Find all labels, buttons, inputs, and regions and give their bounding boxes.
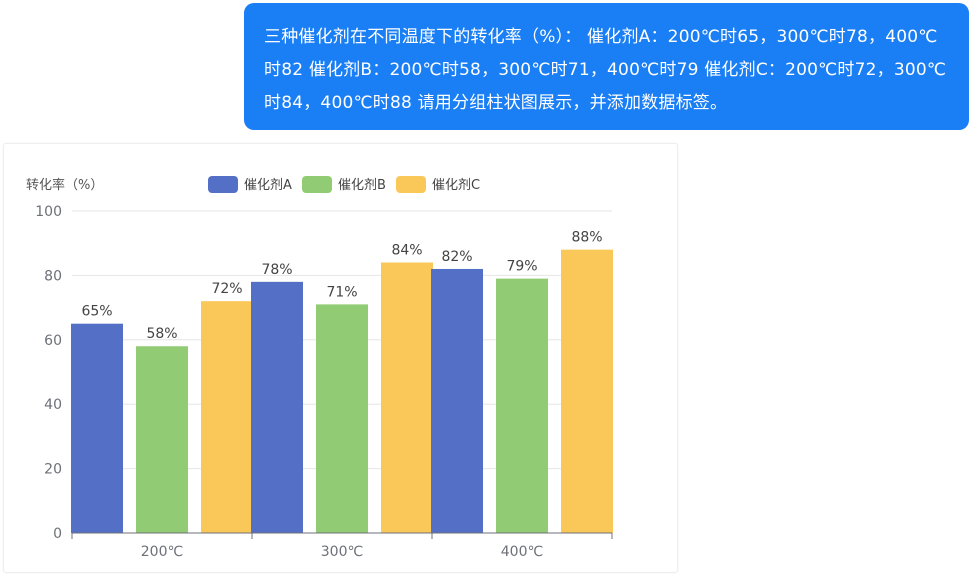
legend-label: 催化剂B <box>338 178 386 193</box>
y-tick-label: 80 <box>44 268 62 284</box>
data-label: 65% <box>81 304 112 320</box>
bar <box>136 346 188 533</box>
bar <box>201 301 253 533</box>
legend-label: 催化剂C <box>432 178 480 193</box>
x-tick-label: 200℃ <box>141 544 183 560</box>
y-tick-label: 20 <box>44 462 62 478</box>
user-message-bubble: 三种催化剂在不同温度下的转化率（%）： 催化剂A：200℃时65，300℃时78… <box>244 3 969 130</box>
grouped-bar-chart: 65% 58% 72% 78% 71% 84% 82% 79% 88% 0 20 40 60 80 100… <box>26 176 613 560</box>
legend-label: 催化剂A <box>244 178 292 193</box>
legend-swatch <box>396 176 426 193</box>
data-label: 72% <box>211 281 242 297</box>
bar <box>496 278 548 533</box>
bar <box>561 249 613 533</box>
y-tick-label: 100 <box>35 204 62 220</box>
data-label: 79% <box>506 259 537 275</box>
bar <box>431 268 483 533</box>
data-label: 71% <box>326 284 357 300</box>
y-tick-label: 0 <box>53 526 62 542</box>
bar <box>251 281 303 533</box>
user-message-text: 三种催化剂在不同温度下的转化率（%）： 催化剂A：200℃时65，300℃时78… <box>264 27 947 113</box>
bar <box>381 262 433 533</box>
bar <box>71 323 123 533</box>
bar <box>316 304 368 533</box>
legend-swatch <box>302 176 332 193</box>
y-tick-label: 60 <box>44 333 62 349</box>
y-tick-label: 40 <box>44 397 62 413</box>
x-tick-label: 400℃ <box>501 544 543 560</box>
y-axis-title: 转化率（%） <box>26 177 103 193</box>
x-tick-label: 300℃ <box>321 544 363 560</box>
legend-swatch <box>208 176 238 193</box>
data-label: 84% <box>391 243 422 259</box>
data-label: 78% <box>261 262 292 278</box>
chart-card: 65% 58% 72% 78% 71% 84% 82% 79% 88% 0 20 40 60 80 100… <box>3 143 678 573</box>
data-label: 58% <box>146 326 177 342</box>
data-label: 88% <box>571 230 602 246</box>
data-label: 82% <box>441 249 472 265</box>
